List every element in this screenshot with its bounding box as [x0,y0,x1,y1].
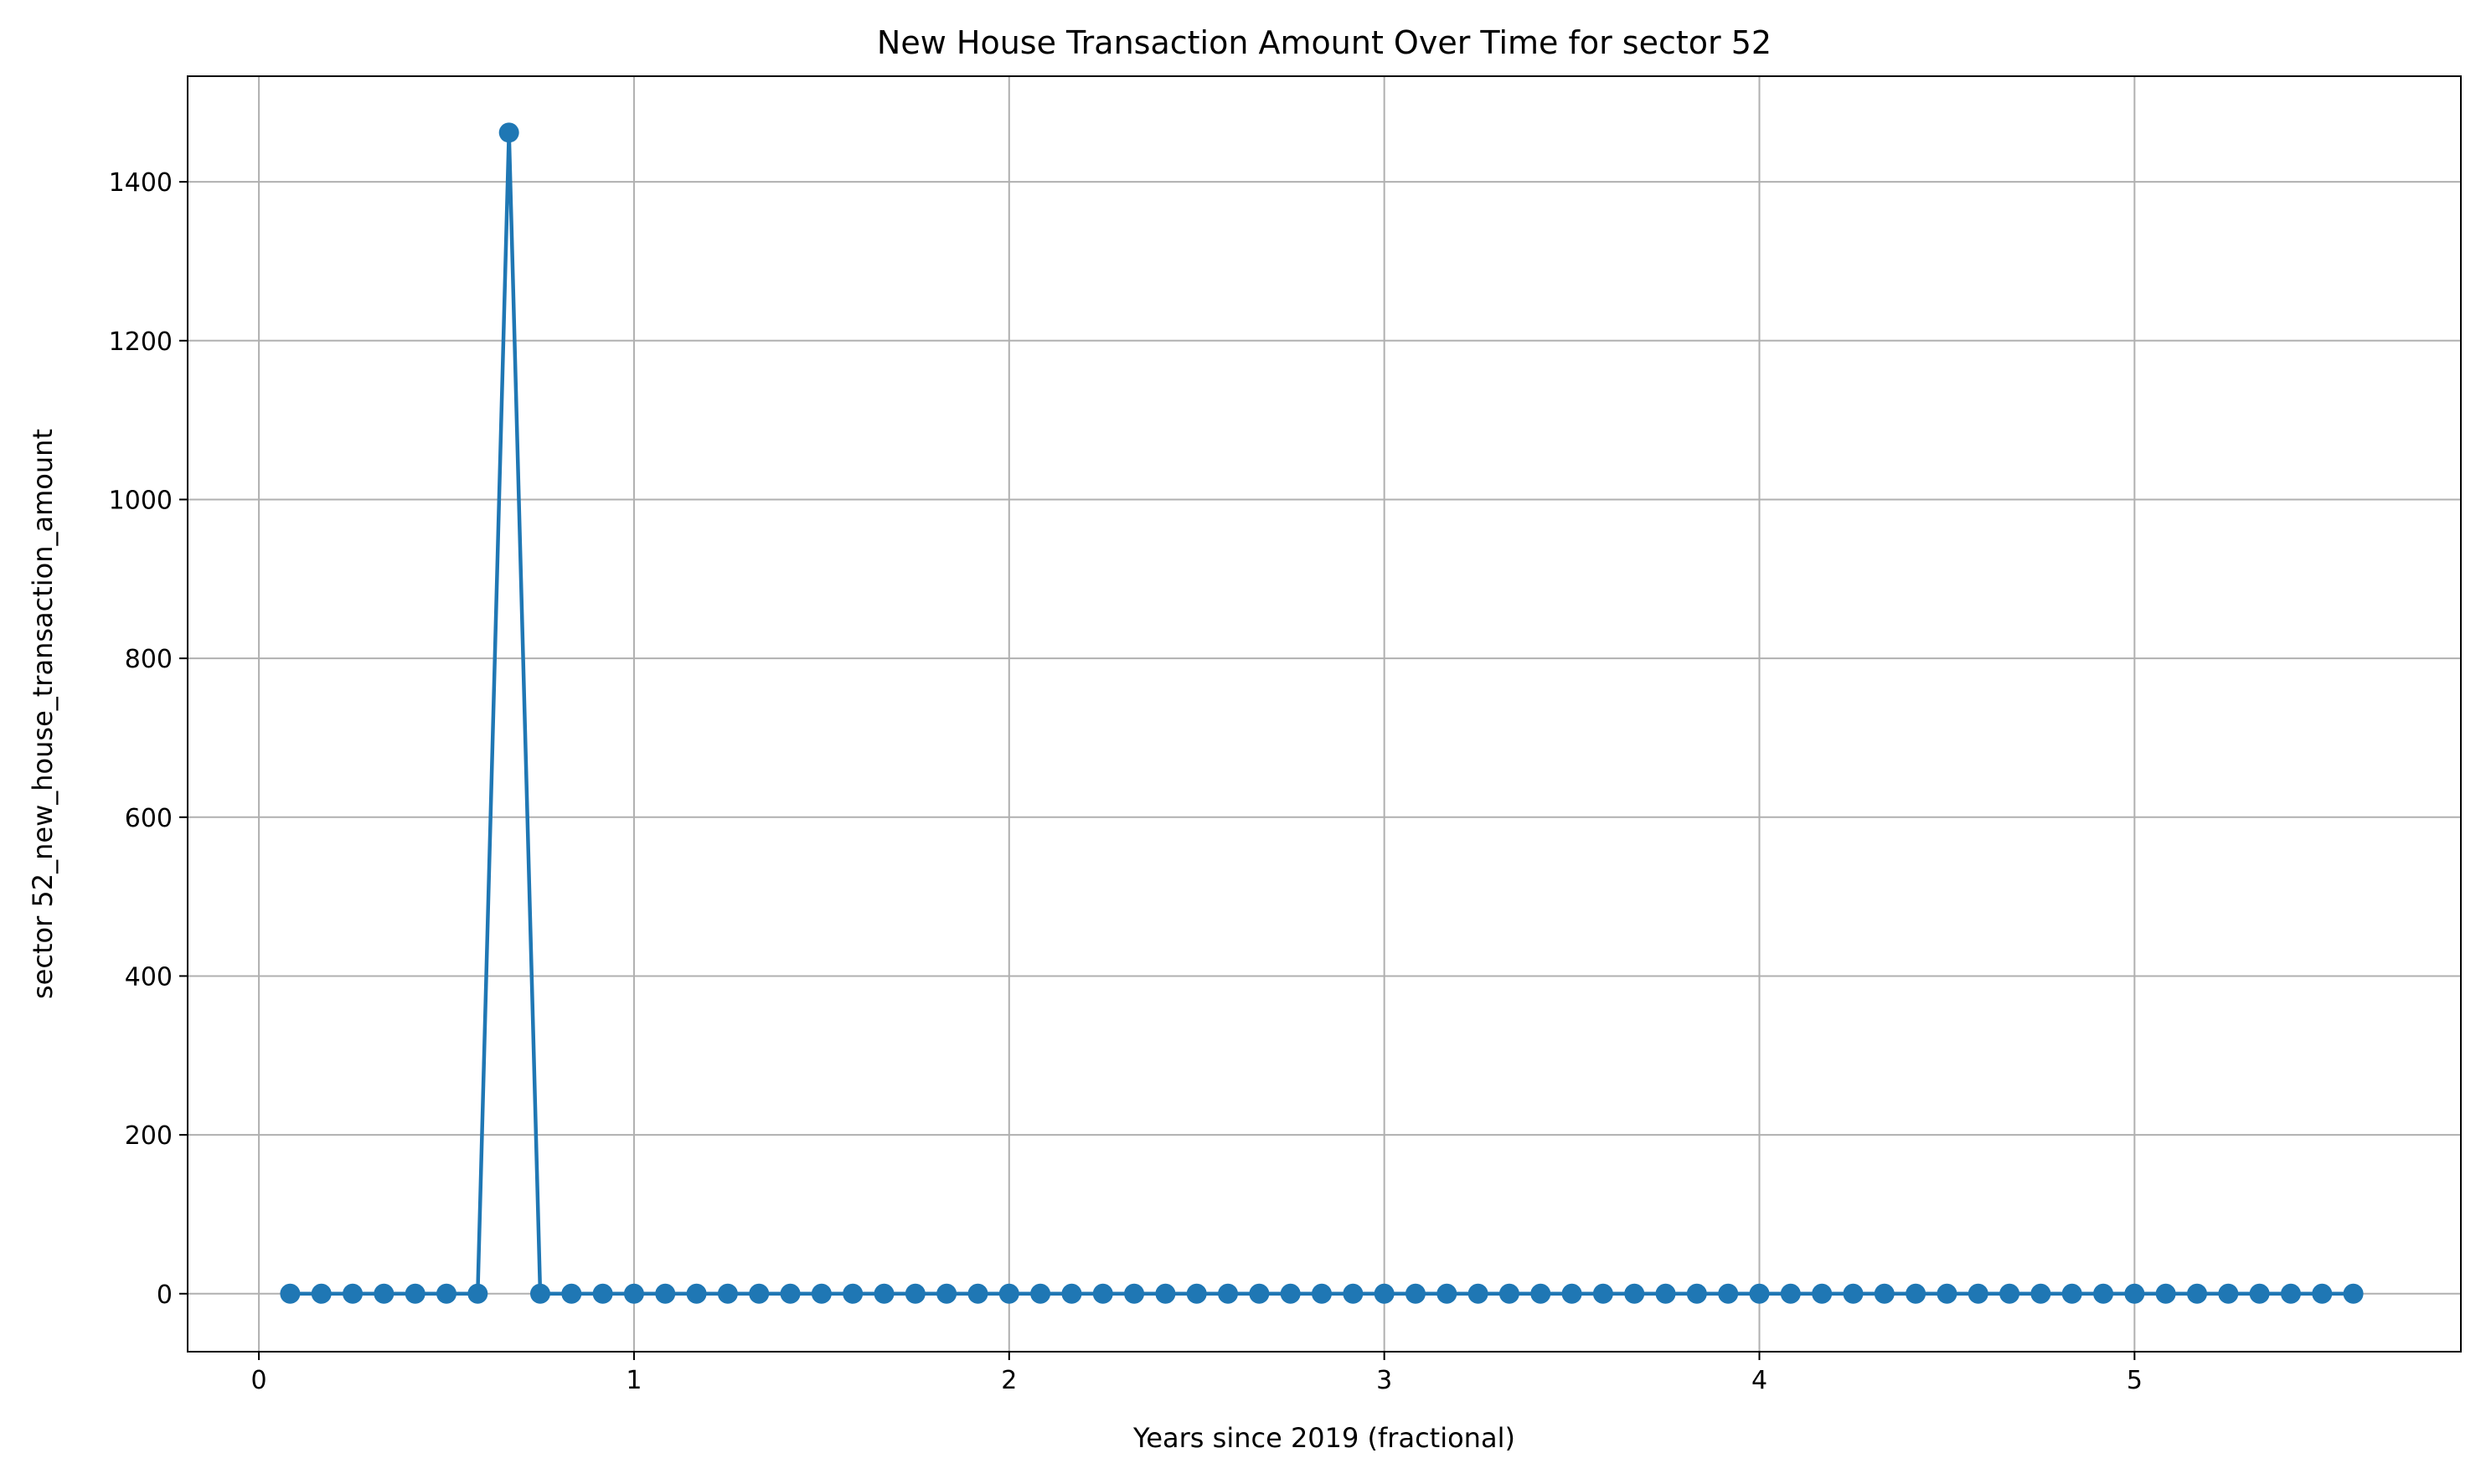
data-point [2093,1283,2114,1304]
x-tick-label: 1 [626,1366,642,1395]
data-point [2030,1283,2051,1304]
y-tick-label: 1400 [109,168,173,198]
data-point [936,1283,957,1304]
tick-labels: 0 1 2 3 4 5 0 200 400 600 800 1000 1200 1400 [109,168,2143,1395]
data-point [1092,1283,1113,1304]
y-tick-label: 200 [125,1121,173,1151]
data-point [374,1283,395,1304]
y-tick-label: 600 [125,804,173,833]
data-point [749,1283,770,1304]
y-tick-label: 1000 [109,486,173,515]
x-tick-label: 5 [2127,1366,2143,1395]
series-layer [280,122,2364,1304]
y-tick-label: 800 [125,645,173,674]
x-tick-label: 0 [251,1366,267,1395]
data-point [2312,1283,2333,1304]
data-point [1405,1283,1426,1304]
data-point [717,1283,738,1304]
data-point [592,1283,613,1304]
x-tick-label: 2 [1001,1366,1017,1395]
data-point [1561,1283,1582,1304]
data-point [1280,1283,1301,1304]
data-point [686,1283,707,1304]
data-point [1937,1283,1957,1304]
x-tick-label: 4 [1751,1366,1767,1395]
y-axis-label: sector 52_new_house_transaction_amount [27,429,59,999]
data-point [1968,1283,1988,1304]
data-point [1061,1283,1082,1304]
data-point [1655,1283,1676,1304]
data-point [1436,1283,1457,1304]
x-axis-label: Years since 2019 (fractional) [1132,1422,1515,1454]
data-point [1155,1283,1176,1304]
data-point [280,1283,301,1304]
grid-lines [188,76,2461,1352]
data-point [1530,1283,1551,1304]
data-point [2061,1283,2082,1304]
data-point [1780,1283,1801,1304]
data-point [874,1283,895,1304]
data-point [2343,1283,2364,1304]
data-point [1906,1283,1926,1304]
data-point [1186,1283,1207,1304]
data-point [2249,1283,2270,1304]
data-point [529,1283,550,1304]
plot-frame [187,75,2462,1353]
data-point [436,1283,457,1304]
data-point [343,1283,364,1304]
tick-marks [179,181,2136,1360]
data-point [2155,1283,2176,1304]
data-point [905,1283,926,1304]
y-tick-label: 0 [157,1280,173,1310]
data-point [1311,1283,1332,1304]
data-point [1686,1283,1707,1304]
data-point [1498,1283,1519,1304]
y-tick-label: 1200 [109,327,173,357]
data-point [1249,1283,1270,1304]
data-point [1467,1283,1488,1304]
data-point [1718,1283,1739,1304]
data-point [811,1283,832,1304]
x-tick-label: 3 [1376,1366,1392,1395]
data-point [1218,1283,1239,1304]
data-point [1030,1283,1051,1304]
y-tick-label: 400 [125,962,173,992]
data-point [2187,1283,2208,1304]
data-point [2218,1283,2239,1304]
data-point [1592,1283,1613,1304]
data-point [1343,1283,1364,1304]
data-point [843,1283,864,1304]
data-point [2124,1283,2145,1304]
data-point [1624,1283,1645,1304]
data-point [2280,1283,2301,1304]
data-point [998,1283,1019,1304]
data-point [498,122,519,143]
data-point [1999,1283,2020,1304]
data-point [467,1283,488,1304]
data-point [405,1283,426,1304]
data-point [967,1283,988,1304]
data-point [1812,1283,1833,1304]
data-point [1374,1283,1395,1304]
data-point [655,1283,676,1304]
data-point [311,1283,332,1304]
data-point [780,1283,801,1304]
chart-title: New House Transaction Amount Over Time f… [877,24,1772,61]
data-point [1843,1283,1864,1304]
data-point [1124,1283,1145,1304]
data-point [623,1283,644,1304]
data-point [1749,1283,1770,1304]
data-point [561,1283,582,1304]
data-point [1874,1283,1895,1304]
